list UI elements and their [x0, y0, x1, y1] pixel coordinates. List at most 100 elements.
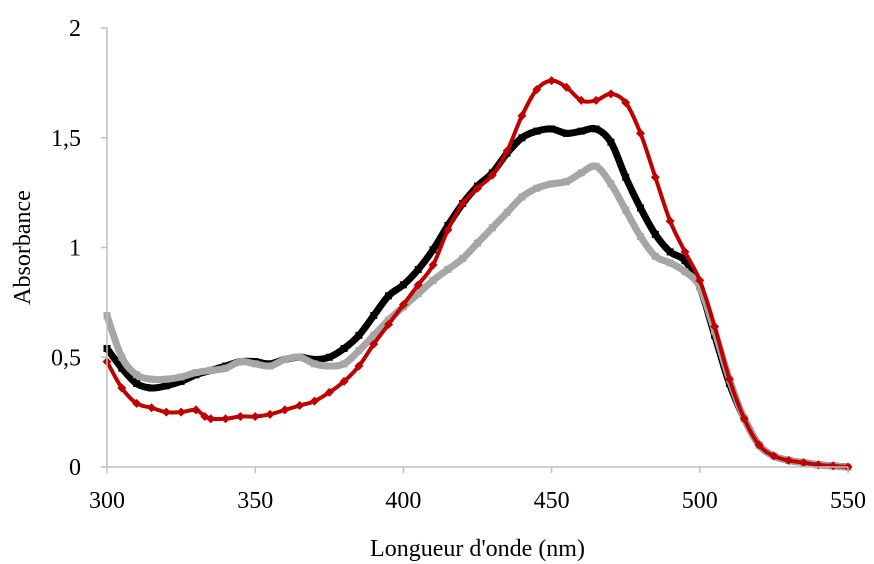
series-3-point: [532, 84, 542, 94]
series-1-point: [577, 127, 585, 135]
series-2-point: [147, 375, 155, 383]
series-3-point: [413, 280, 423, 290]
series-1-point: [325, 353, 333, 361]
series-3-point: [354, 361, 364, 371]
series-1-point: [533, 127, 541, 135]
series-2-point: [696, 283, 704, 291]
y-tick-label: 0,5: [51, 345, 81, 371]
series-3-point: [176, 407, 186, 417]
series-1-point: [310, 355, 318, 363]
series-3-point: [828, 461, 838, 471]
series-3-point: [517, 111, 527, 121]
series-1-point: [592, 125, 600, 133]
series-2-point: [548, 180, 556, 188]
series-3-point: [384, 319, 394, 329]
series-3-point: [561, 82, 571, 92]
series-3-point: [295, 401, 305, 411]
series-1-point: [162, 382, 170, 390]
x-tick-label: 300: [89, 488, 125, 514]
x-tick-label: 450: [534, 488, 570, 514]
series-2-point: [592, 162, 600, 170]
series-2-point: [162, 375, 170, 383]
series-1-point: [666, 248, 674, 256]
x-axis-ticks: 300 350 400 450 500 550: [89, 467, 866, 514]
series-3-point: [473, 183, 482, 193]
series-3-point: [443, 225, 453, 235]
series-3-point: [428, 260, 438, 270]
series-1-point: [637, 204, 645, 212]
series-3-point: [146, 403, 156, 413]
series-2-point: [340, 360, 348, 368]
series-1-line: [104, 124, 849, 471]
series-1-point: [133, 380, 141, 388]
series-2-point: [251, 360, 259, 368]
x-tick-label: 550: [830, 488, 866, 514]
series-1-point: [177, 377, 185, 385]
series-3-line: [105, 78, 849, 469]
series-1-point: [607, 138, 615, 146]
series-3-point: [636, 128, 646, 138]
series-2-point: [355, 347, 363, 355]
series-1-point: [562, 129, 570, 137]
series-2-point: [503, 208, 511, 216]
series-3-point: [324, 387, 334, 397]
series-3-point: [339, 376, 349, 386]
series-3-point: [250, 412, 260, 422]
series-2-point: [414, 290, 422, 298]
series-3-point: [265, 409, 275, 419]
series-3-point: [784, 455, 794, 465]
series-3-point: [132, 398, 142, 408]
series-3-point: [739, 414, 749, 424]
series-2-point: [622, 206, 630, 214]
series-3-point: [117, 383, 127, 393]
series-3-point: [161, 407, 171, 417]
series-2-point: [666, 259, 674, 267]
series-2-point: [177, 373, 185, 381]
series-2-point: [192, 369, 200, 377]
series-1-point: [147, 384, 155, 392]
series-2-point: [310, 360, 318, 368]
series-3-point: [650, 172, 660, 182]
series-1-point: [118, 364, 126, 372]
series-3-point: [695, 275, 705, 285]
y-axis-ticks: 0 0,5 1 1,5 2: [51, 16, 107, 481]
series-3-point: [724, 374, 734, 384]
series-3-point: [769, 451, 779, 461]
series-1-point: [385, 292, 393, 300]
series-1-point: [518, 134, 526, 142]
series-3-point: [754, 440, 764, 450]
y-tick-label: 1,5: [51, 126, 81, 152]
series-2-point: [118, 353, 126, 361]
series-2-point: [518, 193, 526, 201]
series-layer: [102, 76, 853, 472]
series-3-point: [398, 300, 408, 310]
series-1-point: [622, 173, 630, 181]
series-3-point: [621, 98, 631, 108]
series-2-point: [533, 184, 541, 192]
series-2-point: [370, 331, 378, 339]
series-3-point: [547, 76, 557, 86]
y-tick-label: 1: [69, 236, 81, 262]
series-3-point: [799, 458, 809, 468]
series-3-point: [502, 146, 512, 156]
series-2-point: [488, 224, 496, 232]
series-2-point: [607, 180, 615, 188]
series-1-point: [681, 257, 689, 265]
series-2-point: [681, 268, 689, 276]
series-2-point: [562, 178, 570, 186]
series-2: [103, 162, 852, 471]
series-2-point: [474, 239, 481, 247]
y-tick-label: 0: [69, 455, 81, 481]
series-2-point: [651, 252, 659, 260]
series-2-point: [281, 355, 289, 363]
series-2-point: [207, 366, 215, 374]
series-2-point: [133, 371, 141, 379]
series-1-point: [370, 312, 378, 320]
series-3-point: [487, 170, 497, 180]
y-axis-label: Absorbance: [10, 190, 36, 305]
series-3: [102, 76, 853, 472]
series-2-point: [266, 362, 274, 370]
series-2-point: [444, 265, 452, 273]
series-3-point: [710, 322, 720, 332]
